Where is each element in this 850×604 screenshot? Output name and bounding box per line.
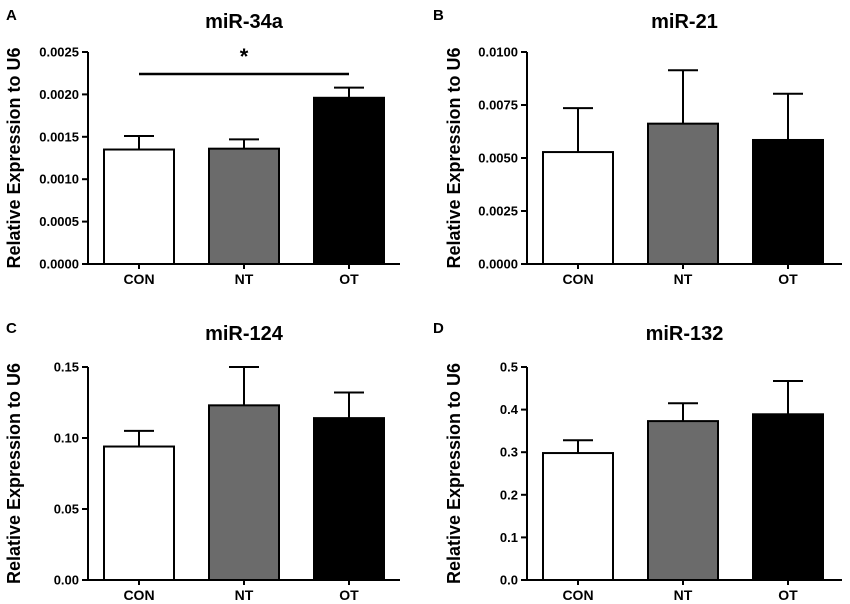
x-tick-label: OT (339, 271, 359, 287)
bar-con (103, 148, 175, 266)
chart-title: miR-21 (651, 11, 718, 33)
x-tick-label: CON (562, 271, 593, 287)
y-tick-label: 0.0100 (478, 45, 518, 60)
y-axis-label: Relative Expression to U6 (444, 363, 464, 584)
chart-title: miR-34a (205, 11, 284, 33)
y-tick-label: 0.0000 (478, 257, 518, 272)
x-tick-label: OT (778, 587, 798, 603)
bar-con (542, 452, 614, 581)
y-tick-label: 0.5 (500, 360, 518, 375)
y-tick-label: 0.0020 (39, 87, 79, 102)
y-tick-label: 0.0075 (478, 98, 518, 113)
y-tick-label: 0.2 (500, 487, 518, 502)
y-tick-label: 0.0 (500, 573, 518, 588)
x-tick-label: NT (674, 587, 693, 603)
y-tick-label: 0.0025 (39, 45, 79, 60)
bar-con (103, 445, 175, 581)
y-tick-label: 0.0000 (39, 257, 79, 272)
y-tick-label: 0.10 (54, 431, 79, 446)
x-tick-label: CON (123, 271, 154, 287)
panel-letter: B (433, 7, 444, 24)
y-tick-label: 0.15 (54, 360, 79, 375)
y-axis-label: Relative Expression to U6 (4, 47, 24, 268)
y-tick-label: 0.0015 (39, 129, 79, 144)
x-tick-label: OT (778, 271, 798, 287)
y-axis-label: Relative Expression to U6 (4, 363, 24, 584)
y-tick-label: 0.0050 (478, 151, 518, 166)
chart-title: miR-132 (646, 323, 724, 345)
y-tick-label: 0.4 (500, 402, 519, 417)
panel-letter: C (6, 320, 17, 337)
y-tick-label: 0.05 (54, 502, 79, 517)
panel-letter: A (6, 7, 17, 24)
bar-nt (208, 147, 280, 265)
y-tick-label: 0.0005 (39, 214, 79, 229)
bar-ot (752, 138, 824, 265)
bar-nt (647, 122, 719, 265)
bar-con (542, 151, 614, 265)
bar-nt (647, 420, 719, 581)
x-tick-label: NT (235, 587, 254, 603)
y-tick-label: 0.0025 (478, 204, 518, 219)
x-tick-label: CON (123, 587, 154, 603)
bar-ot (313, 96, 385, 265)
chart-title: miR-124 (205, 323, 284, 345)
y-axis-label: Relative Expression to U6 (444, 47, 464, 268)
x-tick-label: NT (235, 271, 254, 287)
x-tick-label: CON (562, 587, 593, 603)
bar-nt (208, 404, 280, 581)
significance-star: * (240, 44, 249, 69)
y-tick-label: 0.3 (500, 445, 518, 460)
y-tick-label: 0.1 (500, 530, 518, 545)
panel-letter: D (433, 320, 444, 337)
bar-ot (752, 413, 824, 582)
y-tick-label: 0.0010 (39, 172, 79, 187)
bar-ot (313, 417, 385, 581)
y-tick-label: 0.00 (54, 573, 79, 588)
x-tick-label: NT (674, 271, 693, 287)
x-tick-label: OT (339, 587, 359, 603)
